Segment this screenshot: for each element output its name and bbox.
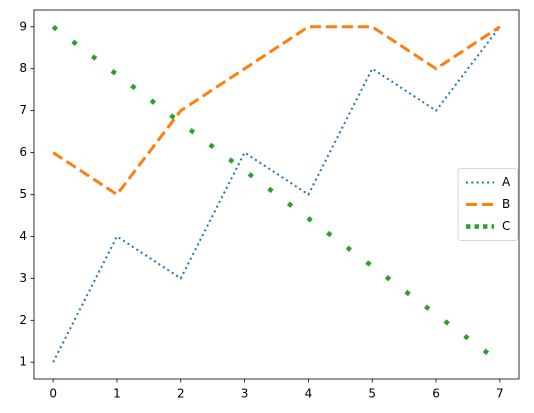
y-tick-label: 5: [19, 187, 27, 201]
y-tick-label: 2: [19, 313, 27, 327]
y-tick-label: 9: [19, 19, 27, 33]
legend-label: A: [502, 175, 511, 189]
y-tick-label: 6: [19, 145, 27, 159]
x-tick-label: 7: [496, 387, 504, 401]
x-tick-label: 1: [113, 387, 121, 401]
x-tick-label: 2: [177, 387, 185, 401]
x-tick-label: 3: [241, 387, 249, 401]
x-tick-label: 6: [432, 387, 440, 401]
y-tick-label: 8: [19, 61, 27, 75]
y-tick-label: 1: [19, 355, 27, 369]
legend-label: B: [502, 197, 510, 211]
y-tick-label: 7: [19, 103, 27, 117]
series-line: [51, 24, 502, 365]
series-line: [52, 26, 501, 363]
x-tick-label: 4: [305, 387, 313, 401]
x-tick-label: 5: [368, 387, 376, 401]
legend-label: C: [502, 219, 510, 233]
y-tick-label: 4: [19, 229, 27, 243]
x-tick-label: 0: [49, 387, 57, 401]
series-line: [52, 25, 501, 197]
y-tick-label: 3: [19, 271, 27, 285]
plot-frame: [33, 9, 520, 380]
